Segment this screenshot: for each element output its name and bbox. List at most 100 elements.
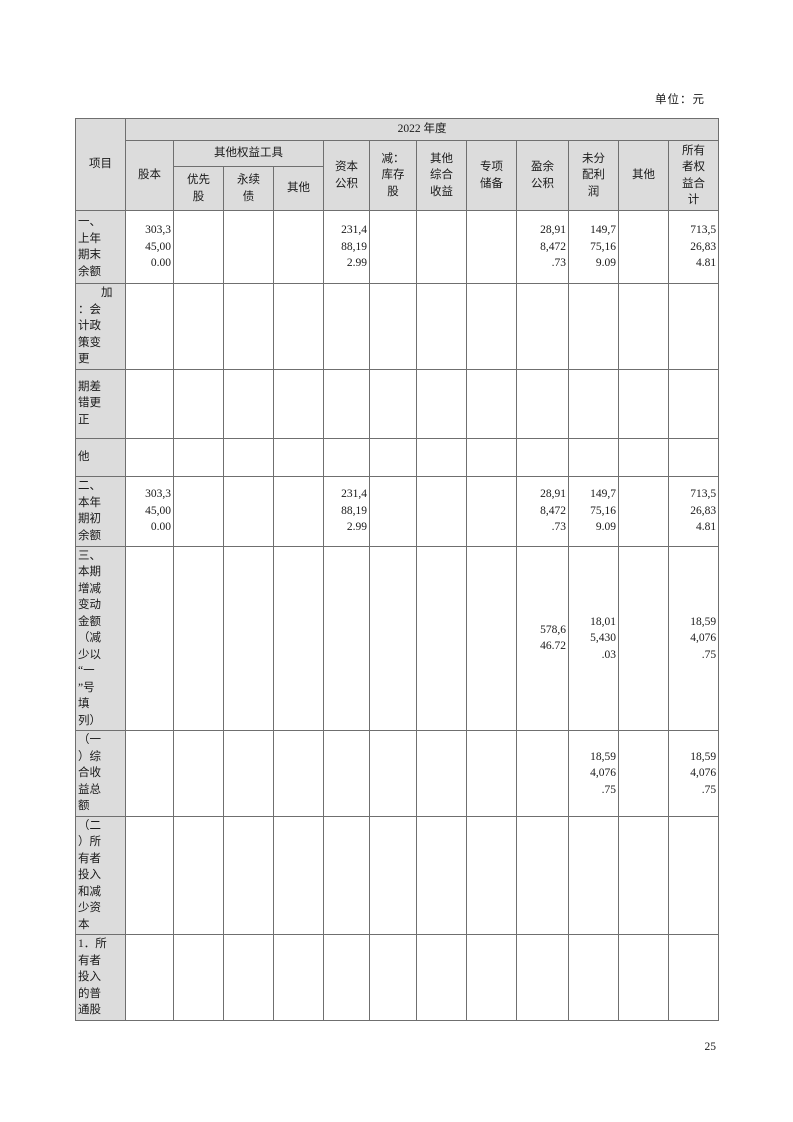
data-cell [273, 437, 324, 477]
header-row-subcolumns: 优先 股 永续 债 其他 [76, 166, 719, 211]
data-cell [618, 815, 669, 935]
data-cell [466, 934, 517, 1021]
data-cell: 231,4 88,19 2.99 [323, 475, 370, 547]
data-cell [466, 283, 517, 370]
data-cell [618, 475, 669, 547]
data-cell [273, 934, 324, 1021]
data-cell [323, 368, 370, 439]
data-cell [173, 437, 224, 477]
data-cell: 149,7 75,16 9.09 [568, 475, 619, 547]
data-cell [516, 934, 569, 1021]
data-cell [173, 545, 224, 731]
unit-label: 单位：元 [655, 94, 705, 106]
data-cell: 713,5 26,83 4.81 [667, 475, 720, 547]
table-row: （二 ）所 有者 投入 和减 少资 本 [75, 815, 720, 935]
data-cell [223, 934, 274, 1021]
table-row: 他 [75, 437, 720, 477]
data-cell [568, 368, 619, 439]
data-cell [667, 815, 720, 935]
data-cell [568, 437, 619, 477]
data-cell [568, 283, 619, 370]
data-cell [223, 730, 274, 817]
data-cell [516, 283, 569, 370]
row-label: 他 [75, 437, 126, 477]
header-row-groups: 股本 其他权益工具 资本 公积 减： 库存 股 其他 综合 收益 专项 储备 盈… [76, 140, 720, 211]
data-cell [125, 934, 174, 1021]
data-cell [416, 210, 467, 284]
data-cell: 231,4 88,19 2.99 [323, 210, 370, 284]
data-cell: 28,91 8,472 .73 [516, 475, 569, 547]
data-cell [323, 437, 370, 477]
data-cell [223, 437, 274, 477]
data-cell [173, 210, 224, 284]
row-label: 加 ：会 计政 策变 更 [75, 283, 126, 370]
data-cell [273, 210, 324, 284]
column-header-share-capital: 股本 [125, 140, 174, 211]
data-cell [273, 475, 324, 547]
data-cell [323, 934, 370, 1021]
column-header-undistributed-profit: 未分 配利 润 [568, 140, 619, 211]
data-cell [369, 437, 417, 477]
data-cell [618, 368, 669, 439]
table-row: 二、 本年 期初 余额 303,3 45,00 0.00 231,4 88,19… [75, 475, 720, 547]
column-header-preferred-shares: 优先 股 [173, 166, 224, 211]
data-cell [667, 368, 720, 439]
data-cell [173, 815, 224, 935]
data-cell: 149,7 75,16 9.09 [568, 210, 619, 284]
row-label: 一、 上年 期末 余额 [75, 210, 126, 284]
data-cell [466, 210, 517, 284]
row-label: 1．所 有者 投入 的普 通股 [75, 934, 126, 1021]
data-cell [173, 368, 224, 439]
data-cell [416, 368, 467, 439]
data-cell [369, 283, 417, 370]
column-header-other-equity-other: 其他 [273, 166, 324, 211]
data-cell [466, 545, 517, 731]
column-header-other-comprehensive-income: 其他 综合 收益 [416, 140, 467, 211]
data-cell [273, 283, 324, 370]
data-cell: 578,6 46.72 [516, 545, 569, 731]
data-cell [369, 368, 417, 439]
column-header-capital-reserve: 资本 公积 [323, 140, 370, 211]
data-cell [516, 437, 569, 477]
data-cell [323, 730, 370, 817]
data-cell [173, 730, 224, 817]
data-cell: 18,59 4,076 .75 [568, 730, 619, 817]
data-cell: 28,91 8,472 .73 [516, 210, 569, 284]
data-cell [466, 815, 517, 935]
data-cell [223, 815, 274, 935]
table-row: 一、 上年 期末 余额 303,3 45,00 0.00 231,4 88,19… [75, 210, 720, 284]
row-label: （一 ）综 合收 益总 额 [75, 730, 126, 817]
data-cell [466, 730, 517, 817]
data-cell [273, 730, 324, 817]
header-row-year: 项目 2022 年度 [75, 118, 720, 211]
data-cell: 18,59 4,076 .75 [667, 545, 720, 731]
data-cell [323, 283, 370, 370]
data-cell [369, 934, 417, 1021]
data-cell [466, 475, 517, 547]
table-row: 加 ：会 计政 策变 更 [75, 283, 720, 370]
table-row: 三、 本期 增减 变动 金额 （减 少以 “一 ”号 填 列） 578,6 46… [75, 545, 720, 731]
column-header-other-equity-instruments: 其他权益工具 [173, 140, 324, 167]
data-cell [568, 934, 619, 1021]
data-cell [369, 815, 417, 935]
data-cell: 303,3 45,00 0.00 [125, 475, 174, 547]
data-cell [173, 934, 224, 1021]
data-cell [416, 545, 467, 731]
data-cell [369, 475, 417, 547]
data-cell [125, 730, 174, 817]
equity-change-table: 项目 2022 年度 股本 其他权益工具 资本 公积 减： 库存 股 其他 综合… [75, 118, 720, 1021]
year-header-cell: 2022 年度 [124, 118, 720, 141]
column-header-special-reserve: 专项 储备 [466, 140, 517, 211]
data-cell [416, 815, 467, 935]
data-cell [516, 815, 569, 935]
column-header-less-treasury-shares: 减： 库存 股 [369, 140, 417, 211]
data-cell [125, 368, 174, 439]
column-header-total-owners-equity: 所有 者权 益合 计 [667, 140, 720, 211]
data-cell: 713,5 26,83 4.81 [667, 210, 720, 284]
data-cell [323, 815, 370, 935]
column-header-surplus-reserve: 盈余 公积 [516, 140, 569, 211]
column-header-perpetual-bonds: 永续 债 [223, 166, 274, 211]
data-cell [273, 545, 324, 731]
data-cell [173, 475, 224, 547]
